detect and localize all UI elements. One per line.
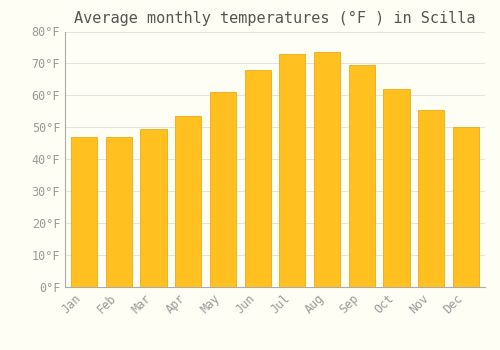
Bar: [384, 89, 409, 287]
Bar: [453, 127, 479, 287]
Title: Average monthly temperatures (°F ) in Scilla: Average monthly temperatures (°F ) in Sc…: [74, 11, 476, 26]
Bar: [418, 110, 444, 287]
Bar: [210, 92, 236, 287]
Bar: [175, 116, 201, 287]
Bar: [244, 70, 270, 287]
Bar: [349, 65, 375, 287]
Bar: [71, 137, 97, 287]
Bar: [280, 54, 305, 287]
Bar: [106, 137, 132, 287]
Bar: [314, 52, 340, 287]
Bar: [140, 129, 166, 287]
